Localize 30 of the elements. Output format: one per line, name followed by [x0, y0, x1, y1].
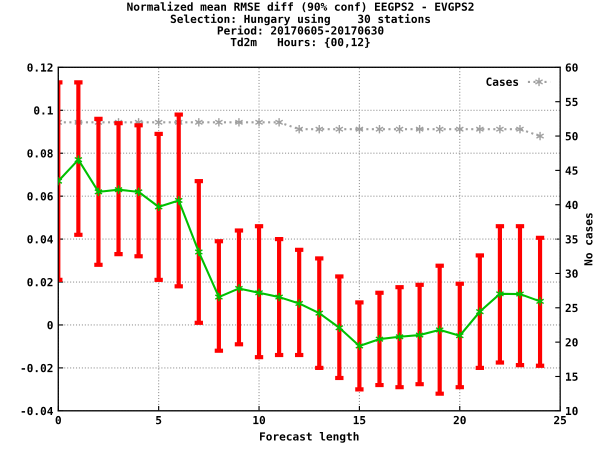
y2-tick-label: 20: [566, 338, 578, 347]
y2-tick-label: 50: [566, 132, 578, 140]
y2-tick-label: 35: [566, 235, 578, 244]
x-tick-label: 10: [253, 416, 266, 424]
y-tick-label: 0.04: [27, 235, 53, 244]
x-tick-label: 0: [56, 416, 61, 424]
y2-tick-label: 40: [566, 200, 578, 210]
y-tick-label: 0.02: [27, 278, 53, 286]
x-tick-label: 15: [354, 416, 366, 424]
y2-tick-label: 60: [566, 63, 578, 72]
y2-tick-label: 25: [566, 304, 578, 312]
y-tick-label: 0.1: [34, 106, 53, 115]
legend-label: Cases: [486, 78, 518, 86]
y2-axis-title: No cases: [584, 213, 593, 266]
y2-tick-label: 55: [566, 98, 578, 106]
chart-title: Normalized mean RMSE diff (90% conf) EEGPS2 - EVGPS2 Selection: Hungary using 30 stations Period: 20170605-20170630 Td2m Hours: {00,12}: [127, 2, 474, 48]
x-tick-label: 5: [156, 416, 162, 424]
x-tick-label: 20: [454, 416, 466, 424]
x-tick-label: 25: [554, 416, 566, 424]
y-tick-label: 0.12: [27, 63, 53, 72]
y-tick-label: -0.04: [22, 406, 53, 416]
y-tick-label: -0.02: [22, 364, 53, 372]
y2-tick-label: 15: [566, 372, 578, 381]
y-tick-label: 0.08: [27, 149, 53, 158]
y2-tick-label: 30: [566, 269, 578, 278]
y-tick-label: 0: [47, 320, 53, 330]
x-axis-title: Forecast length: [260, 432, 359, 443]
y2-tick-label: 10: [566, 406, 578, 416]
y-tick-label: 0.06: [27, 192, 53, 201]
y2-tick-label: 45: [566, 166, 578, 175]
